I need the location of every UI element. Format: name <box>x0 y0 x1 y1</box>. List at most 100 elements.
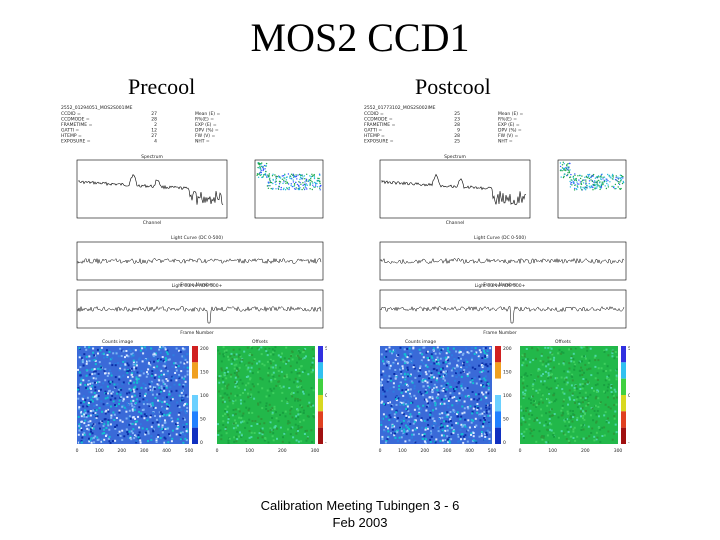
count-pixel <box>92 412 95 415</box>
scatter-point <box>585 182 587 185</box>
count-pixel <box>121 405 124 408</box>
count-pixel <box>157 435 159 438</box>
scatter-point <box>575 178 577 180</box>
count-pixel <box>87 415 90 417</box>
offset-pixel <box>302 419 305 422</box>
offset-pixel <box>287 420 290 423</box>
count-pixel <box>447 406 450 409</box>
offset-pixel <box>291 395 294 398</box>
offset-pixel <box>241 358 244 361</box>
offset-pixel <box>550 429 553 432</box>
offset-pixel <box>281 352 283 355</box>
scatter-point <box>271 188 274 190</box>
count-pixel <box>472 407 475 410</box>
count-pixel <box>447 362 450 365</box>
scatter-point <box>271 175 274 177</box>
scatter-point <box>619 188 622 190</box>
offset-pixel <box>557 352 560 355</box>
offset-pixel <box>603 362 606 365</box>
count-pixel <box>140 415 143 418</box>
count-pixel <box>125 408 128 410</box>
offset-pixel <box>286 422 289 425</box>
count-pixel <box>167 358 170 361</box>
offset-pixel <box>524 421 527 424</box>
scatter-point <box>310 176 312 178</box>
offset-pixel <box>238 354 241 356</box>
scatter-point <box>587 176 590 178</box>
count-pixel <box>406 356 409 359</box>
offset-pixel <box>610 385 613 387</box>
offset-pixel <box>549 369 552 372</box>
count-pixel <box>167 405 169 408</box>
count-pixel <box>140 412 143 415</box>
offset-pixel <box>587 361 590 364</box>
offset-pixel <box>586 383 589 386</box>
count-pixel <box>155 352 157 355</box>
count-pixel <box>474 405 477 408</box>
offset-pixel <box>265 402 268 405</box>
scatter-point <box>573 189 576 191</box>
count-pixel <box>466 440 469 443</box>
scatter-point <box>280 186 282 189</box>
count-pixel <box>424 364 427 367</box>
offset-pixel <box>257 415 260 418</box>
count-pixel <box>463 400 466 403</box>
count-pixel <box>429 438 432 441</box>
scatter-point <box>275 183 277 186</box>
offset-pixel <box>548 399 551 402</box>
count-pixel <box>184 437 187 440</box>
offset-pixel <box>615 375 618 378</box>
count-pixel <box>178 374 181 377</box>
count-pixel <box>129 379 132 382</box>
count-pixel <box>161 431 164 434</box>
scatter-point <box>596 186 598 188</box>
count-pixel <box>441 429 444 432</box>
offset-pixel <box>614 423 617 426</box>
lightcurve-xlabel: Frame Number <box>483 282 517 288</box>
offset-pixel <box>570 348 573 350</box>
offset-pixel <box>227 358 230 361</box>
count-pixel <box>451 392 454 395</box>
scatter-point <box>603 179 606 182</box>
offset-pixel <box>227 442 230 444</box>
count-pixel <box>472 439 475 442</box>
offset-pixel <box>279 358 282 361</box>
count-pixel <box>181 397 184 400</box>
count-pixel <box>83 439 86 442</box>
count-pixel <box>407 400 410 403</box>
scatter-point <box>313 177 316 180</box>
scatter-point <box>284 174 286 176</box>
offset-pixel <box>565 376 568 379</box>
offset-pixel <box>269 428 272 431</box>
count-pixel <box>381 378 384 381</box>
count-pixel <box>393 416 396 419</box>
count-pixel <box>96 348 99 351</box>
count-pixel <box>153 355 156 358</box>
offset-pixel <box>569 415 572 418</box>
scatter-point <box>315 182 317 184</box>
count-pixel <box>470 398 473 401</box>
offset-pixel <box>540 436 543 439</box>
count-pixel <box>179 361 182 364</box>
count-pixel <box>443 402 446 405</box>
count-pixel <box>410 402 413 404</box>
count-pixel <box>82 395 85 398</box>
scatter-point <box>295 188 297 190</box>
image-xtick: 500 <box>488 448 497 454</box>
offset-pixel <box>553 413 556 415</box>
count-pixel <box>167 441 170 444</box>
count-pixel <box>409 415 412 418</box>
offset-pixel <box>561 391 564 394</box>
count-pixel <box>161 427 164 430</box>
count-pixel <box>385 348 388 351</box>
count-pixel <box>158 348 161 351</box>
count-pixel <box>84 399 87 402</box>
offset-pixel <box>261 433 264 436</box>
count-pixel <box>421 438 424 440</box>
count-pixel <box>145 375 148 378</box>
offset-pixel <box>560 351 563 354</box>
offset-pixel <box>577 401 580 404</box>
colorbar-band <box>318 378 323 395</box>
count-pixel <box>104 390 107 393</box>
offset-pixel <box>269 358 272 361</box>
